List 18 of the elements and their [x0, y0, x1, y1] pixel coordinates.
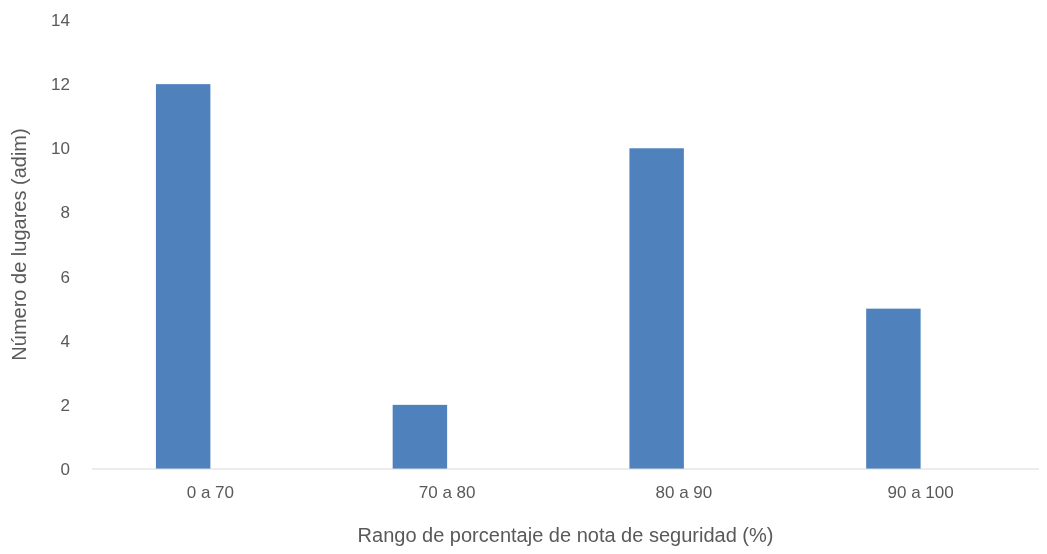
y-axis-title: Número de lugares (adim) — [8, 128, 30, 361]
bar — [866, 308, 921, 469]
y-tick-label: 6 — [60, 267, 70, 287]
y-tick-label: 4 — [60, 331, 70, 351]
y-tick-label: 14 — [51, 10, 70, 30]
y-tick-label: 12 — [51, 75, 70, 95]
y-tick-label: 10 — [51, 139, 70, 159]
x-tick-label: 70 a 80 — [418, 483, 476, 502]
y-tick-label: 8 — [60, 203, 70, 223]
x-tick-label: 90 a 100 — [887, 483, 954, 502]
bar — [629, 148, 684, 469]
x-tick-label: 80 a 90 — [655, 483, 713, 502]
bar — [392, 404, 448, 469]
y-tick-label: 0 — [60, 459, 70, 479]
y-tick-label: 2 — [60, 395, 70, 415]
x-axis-title: Rango de porcentaje de nota de seguridad (%) — [357, 524, 774, 546]
x-tick-label: 0 a 70 — [186, 483, 235, 502]
bar — [155, 84, 211, 469]
